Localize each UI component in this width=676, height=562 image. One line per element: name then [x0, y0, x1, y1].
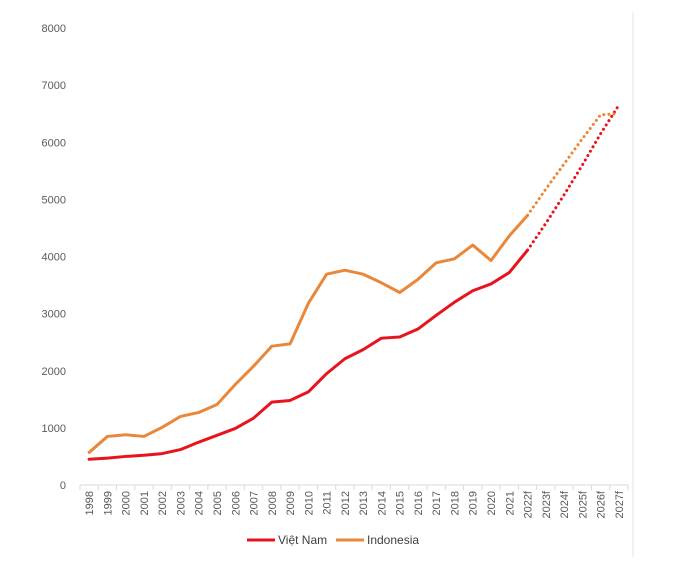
- x-tick-label: 2010: [303, 491, 315, 515]
- x-tick-label: 2019: [468, 491, 480, 515]
- x-tick-label: 2008: [267, 491, 279, 515]
- forecast-line-indonesia: [526, 112, 621, 217]
- x-tick-label: 2021: [504, 491, 516, 515]
- series-line-indonesia: [87, 213, 530, 454]
- x-tick-label: 1998: [84, 491, 96, 515]
- x-tick-label: 2025f: [577, 490, 589, 518]
- y-tick-label: 4000: [42, 252, 66, 264]
- y-tick-label: 1000: [42, 423, 66, 435]
- x-tick-label: 2009: [285, 491, 297, 515]
- y-tick-label: 6000: [42, 137, 66, 149]
- y-tick-label: 2000: [42, 366, 66, 378]
- y-axis-ticks: 0 1000 2000 3000 4000 5000 6000 7000 8000: [42, 23, 66, 492]
- x-tick-label: 2022f: [523, 490, 535, 518]
- x-tick-label: 2017: [431, 491, 443, 515]
- series-lines: [87, 103, 621, 461]
- x-axis-ticks: 1998 1999 2000 2001 2002 2003 2004 2005 2006 2007…: [79, 485, 629, 519]
- x-tick-label: 2020: [486, 491, 498, 515]
- x-tick-label: 2023f: [541, 490, 553, 518]
- x-tick-label: 2007: [249, 491, 261, 515]
- x-tick-label: 2011: [322, 491, 334, 515]
- x-tick-label: 2006: [230, 491, 242, 515]
- x-tick-label: 2027f: [614, 490, 626, 518]
- legend-label-vietnam: Việt Nam: [278, 533, 327, 547]
- legend-label-indonesia: Indonesia: [367, 533, 419, 547]
- x-tick-label: 2002: [157, 491, 169, 515]
- forecast-line-vi-t-nam: [526, 103, 621, 252]
- x-tick-label: 2026f: [596, 490, 608, 518]
- x-tick-label: 2000: [121, 491, 133, 515]
- y-tick-label: 5000: [42, 194, 66, 206]
- series-line-vi-t-nam: [87, 248, 530, 461]
- x-tick-label: 2016: [413, 491, 425, 515]
- y-tick-label: 7000: [42, 80, 66, 92]
- x-tick-label: 2003: [175, 491, 187, 515]
- x-tick-label: 2015: [395, 491, 407, 515]
- x-tick-label: 2013: [358, 491, 370, 515]
- x-tick-label: 2001: [139, 491, 151, 515]
- x-tick-label: 2024f: [559, 490, 571, 518]
- x-tick-label: 2014: [376, 491, 388, 515]
- x-tick-label: 2005: [212, 491, 224, 515]
- y-tick-label: 8000: [42, 23, 66, 35]
- y-tick-label: 0: [60, 480, 66, 492]
- y-tick-label: 3000: [42, 309, 66, 321]
- x-tick-label: 2018: [449, 491, 461, 515]
- legend: Việt Nam Indonesia: [247, 533, 419, 547]
- x-tick-label: 2012: [340, 491, 352, 515]
- x-tick-label: 1999: [102, 491, 114, 515]
- x-tick-label: 2004: [194, 491, 206, 515]
